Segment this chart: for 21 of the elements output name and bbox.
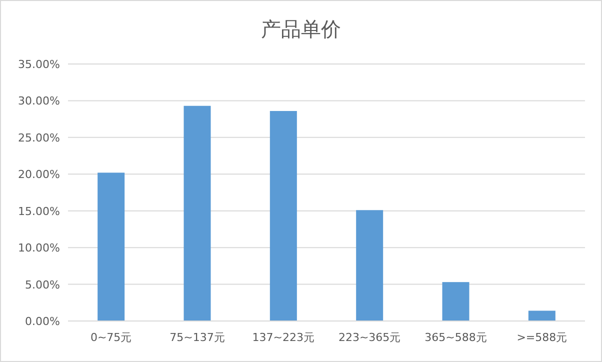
y-tick-label: 20.00%: [18, 168, 60, 182]
chart-title: 产品单价: [261, 17, 341, 41]
y-tick-label: 15.00%: [18, 204, 60, 218]
bar: [98, 172, 125, 321]
x-tick-label: 137~223元: [252, 331, 315, 344]
y-tick-label: 0.00%: [25, 315, 60, 328]
x-tick-label: 223~365元: [338, 331, 401, 344]
bar: [270, 110, 297, 321]
y-tick-label: 10.00%: [18, 242, 60, 255]
x-tick-label: 365~588元: [424, 331, 487, 344]
y-tick-label: 30.00%: [18, 94, 60, 108]
y-tick-label: 35.00%: [18, 58, 60, 71]
x-tick-label: >=588元: [516, 331, 568, 344]
bar: [528, 310, 556, 321]
bar: [184, 106, 211, 321]
bar: [442, 282, 470, 321]
y-tick-label: 5.00%: [25, 278, 60, 292]
x-tick-label: 0~75元: [90, 331, 132, 344]
bar: [356, 210, 384, 321]
y-tick-label: 25.00%: [18, 131, 60, 144]
x-tick-label: 75~137元: [170, 331, 225, 344]
